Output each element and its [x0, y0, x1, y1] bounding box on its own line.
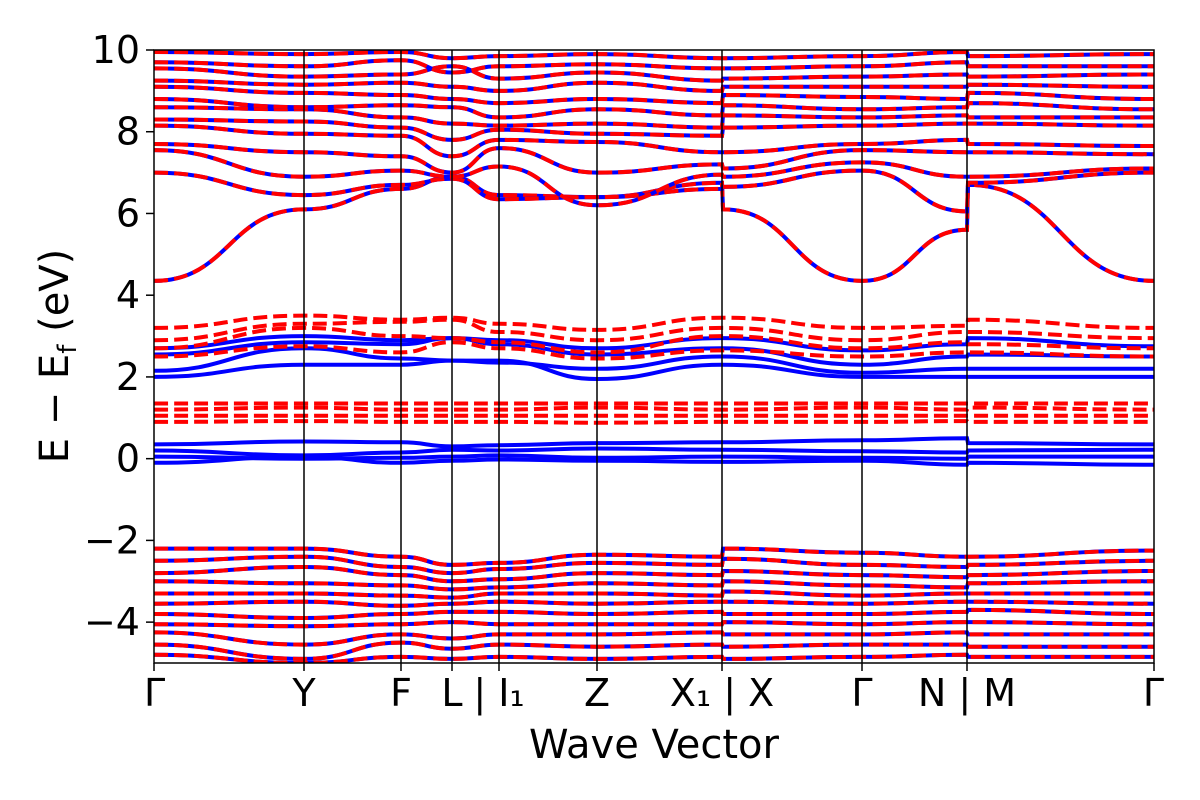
y-tick-label: −2 [84, 518, 140, 562]
y-axis-title: E − Ef (eV) [32, 249, 83, 464]
y-axis-title-subscript: f [53, 344, 83, 354]
x-tick-label: F [390, 671, 412, 715]
y-tick-label: −4 [84, 600, 140, 644]
x-axis-title: Wave Vector [529, 722, 780, 768]
x-tick-label: Z [584, 671, 610, 715]
x-tick-label: L [441, 671, 462, 715]
x-tick-label: N | M [918, 671, 1016, 716]
x-tick-label: Y [291, 671, 316, 715]
y-tick-label: 2 [116, 355, 140, 399]
y-tick-label: 4 [116, 273, 140, 317]
kpath-divider-lines [303, 50, 968, 663]
band-line-dashed [154, 325, 1154, 355]
y-tick-label: 8 [116, 110, 140, 154]
x-axis-ticks: Γ Y F L | I₁ Z X₁ | X Γ N | M Γ [144, 663, 1164, 716]
plot-frame [153, 49, 1155, 664]
y-axis-title-main: E − E [32, 354, 78, 464]
band-line-dashed [154, 148, 1154, 208]
x-tick-label: Γ [851, 671, 872, 715]
x-tick-label: Γ [144, 671, 165, 715]
y-axis-title-unit: (eV) [32, 249, 78, 345]
y-tick-label: 6 [116, 191, 140, 235]
band-line-solid [154, 346, 1154, 375]
x-tick-label: | I₁ [473, 671, 524, 716]
band-line-dashed [154, 142, 1154, 175]
y-tick-label: 10 [92, 28, 140, 72]
x-tick-label: X₁ | X [670, 671, 774, 716]
y-tick-label: 0 [116, 437, 140, 481]
y-axis-ticks: 10 8 6 4 2 0 −2 −4 [84, 28, 154, 644]
x-tick-label: Γ [1143, 671, 1164, 715]
